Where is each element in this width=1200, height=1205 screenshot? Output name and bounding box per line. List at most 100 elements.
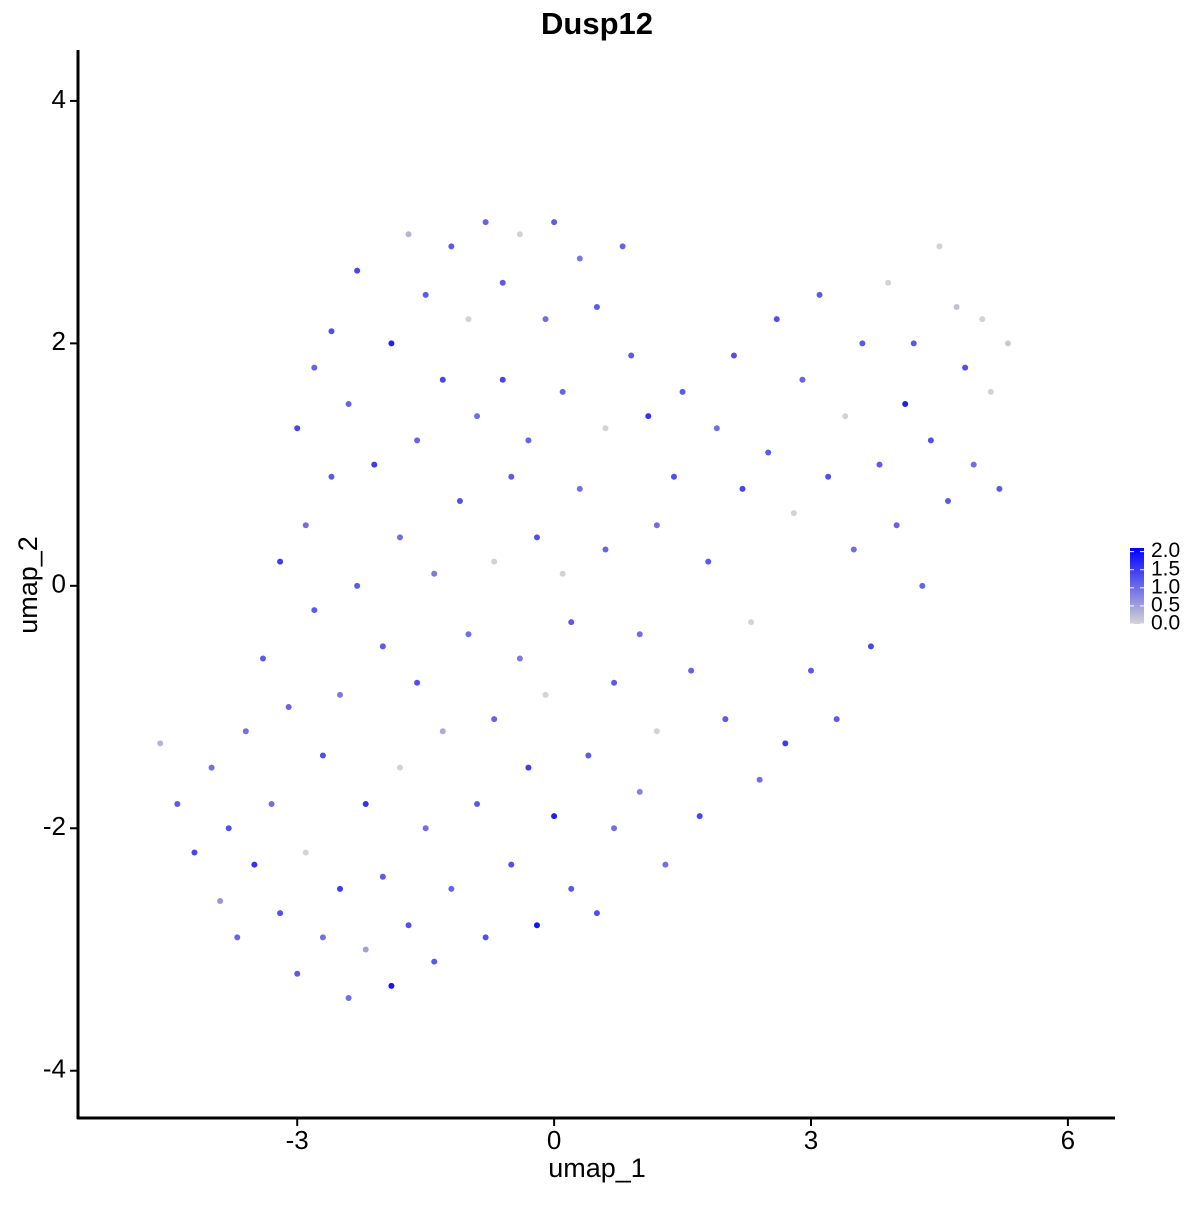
y-axis-title: umap_2	[13, 536, 43, 634]
point	[268, 801, 275, 808]
y-tick-label: -2	[43, 811, 66, 841]
point	[679, 388, 686, 395]
point	[414, 437, 421, 444]
point	[602, 425, 609, 432]
color-tick-label: 0.5	[1151, 593, 1180, 616]
point	[970, 461, 977, 468]
point	[225, 825, 232, 832]
point	[611, 825, 618, 832]
point	[242, 728, 249, 735]
point	[508, 861, 515, 868]
point	[294, 970, 301, 977]
point	[191, 849, 198, 856]
point	[927, 437, 934, 444]
point	[345, 400, 352, 407]
point	[730, 352, 737, 359]
point	[576, 485, 583, 492]
point	[593, 910, 600, 917]
point	[722, 716, 729, 723]
point	[799, 376, 806, 383]
point	[388, 982, 395, 989]
point	[414, 679, 421, 686]
point	[405, 922, 412, 929]
point	[739, 485, 746, 492]
y-tick-label: 0	[52, 569, 66, 599]
point	[825, 473, 832, 480]
point	[850, 546, 857, 553]
point	[516, 231, 523, 238]
point	[362, 801, 369, 808]
point	[953, 303, 960, 310]
point	[525, 764, 532, 771]
point	[979, 316, 986, 323]
point	[302, 849, 309, 856]
x-tick-label: 6	[1061, 1125, 1075, 1155]
point	[885, 279, 892, 286]
point	[422, 291, 429, 298]
point	[174, 801, 181, 808]
point	[277, 910, 284, 917]
point	[533, 534, 540, 541]
point	[508, 473, 515, 480]
point	[602, 546, 609, 553]
point	[790, 510, 797, 517]
point	[294, 425, 301, 432]
point	[388, 340, 395, 347]
point	[910, 340, 917, 347]
point	[628, 352, 635, 359]
point	[371, 461, 378, 468]
point	[568, 885, 575, 892]
point	[431, 570, 438, 577]
point	[551, 813, 558, 820]
point	[653, 522, 660, 529]
point	[259, 655, 266, 662]
point	[319, 934, 326, 941]
point	[277, 558, 284, 565]
point	[551, 219, 558, 226]
point	[456, 497, 463, 504]
point	[945, 497, 952, 504]
point	[893, 522, 900, 529]
point	[936, 243, 943, 250]
point	[422, 825, 429, 832]
x-axis-title: umap_1	[548, 1153, 646, 1183]
y-tick-label: -4	[43, 1054, 66, 1084]
y-tick-label: 2	[52, 326, 66, 356]
point	[337, 691, 344, 698]
point	[765, 449, 772, 456]
point	[448, 885, 455, 892]
point	[645, 413, 652, 420]
point	[713, 425, 720, 432]
point	[636, 631, 643, 638]
x-tick-label: 0	[547, 1125, 561, 1155]
point	[491, 558, 498, 565]
point	[465, 631, 472, 638]
point	[328, 473, 335, 480]
point	[396, 764, 403, 771]
point	[842, 413, 849, 420]
point	[379, 643, 386, 650]
point	[251, 861, 258, 868]
point	[919, 582, 926, 589]
point	[354, 582, 361, 589]
point	[688, 667, 695, 674]
point	[319, 752, 326, 759]
point	[482, 934, 489, 941]
point	[439, 376, 446, 383]
point	[902, 400, 909, 407]
point	[1004, 340, 1011, 347]
point	[379, 873, 386, 880]
point	[337, 885, 344, 892]
point	[525, 437, 532, 444]
point	[996, 485, 1003, 492]
point	[499, 279, 506, 286]
point	[396, 534, 403, 541]
point	[328, 328, 335, 335]
point	[568, 619, 575, 626]
color-bar	[1130, 548, 1144, 624]
point	[465, 316, 472, 323]
point	[439, 728, 446, 735]
point	[782, 740, 789, 747]
point	[482, 219, 489, 226]
